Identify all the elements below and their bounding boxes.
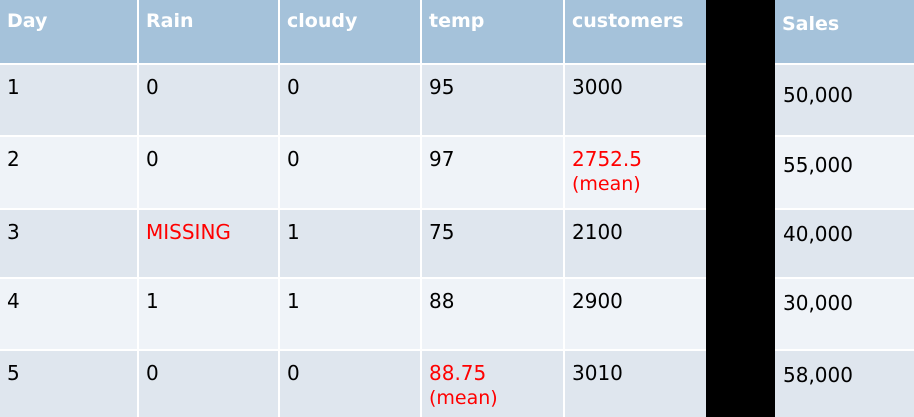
cell-customers: 2900 bbox=[572, 289, 623, 313]
column-divider bbox=[278, 0, 280, 417]
cell-sales: 30,000 bbox=[783, 291, 853, 315]
column-divider bbox=[563, 0, 565, 417]
imputed-note: (mean) bbox=[572, 173, 641, 195]
table-row: 50,000 bbox=[775, 65, 914, 135]
table-row: 40,000 bbox=[775, 210, 914, 277]
imputed-value: 2752.5 bbox=[572, 147, 642, 171]
header-day: Day bbox=[7, 10, 48, 32]
column-divider bbox=[420, 0, 422, 417]
header-temp: temp bbox=[429, 10, 485, 32]
header-customers: customers bbox=[572, 10, 684, 32]
table-row: 4 1 1 88 2900 bbox=[0, 279, 706, 349]
cell-customers: 2100 bbox=[572, 220, 623, 244]
table-row: 2 0 0 97 2752.5 (mean) bbox=[0, 137, 706, 208]
cell-day: 1 bbox=[7, 75, 20, 99]
sales-table: Sales 50,000 55,000 40,000 30,000 58,000 bbox=[775, 0, 914, 417]
cell-temp: 75 bbox=[429, 220, 455, 244]
table-row: 30,000 bbox=[775, 279, 914, 349]
table-row: 5 0 0 88.75 (mean) 3010 bbox=[0, 351, 706, 417]
cell-temp: 97 bbox=[429, 147, 455, 171]
cell-temp: 88 bbox=[429, 289, 455, 313]
cell-cloudy: 0 bbox=[287, 361, 300, 385]
table-row: 1 0 0 95 3000 bbox=[0, 65, 706, 135]
header-cloudy: cloudy bbox=[287, 10, 358, 32]
imputed-value: 88.75 bbox=[429, 361, 487, 385]
table-row: 58,000 bbox=[775, 351, 914, 417]
cell-sales: 58,000 bbox=[783, 363, 853, 387]
table-header-row: Day Rain cloudy temp customers bbox=[0, 0, 706, 63]
cell-rain: 0 bbox=[146, 361, 159, 385]
table-row: 3 MISSING 1 75 2100 bbox=[0, 210, 706, 277]
column-divider bbox=[137, 0, 139, 417]
cell-rain: 0 bbox=[146, 75, 159, 99]
cell-cloudy: 0 bbox=[287, 147, 300, 171]
data-table: Day Rain cloudy temp customers 1 0 0 95 … bbox=[0, 0, 706, 417]
cell-day: 3 bbox=[7, 220, 20, 244]
cell-temp: 95 bbox=[429, 75, 455, 99]
header-sales: Sales bbox=[782, 13, 840, 35]
cell-rain: 1 bbox=[146, 289, 159, 313]
cell-cloudy: 1 bbox=[287, 289, 300, 313]
header-rain: Rain bbox=[146, 10, 194, 32]
table-row: 55,000 bbox=[775, 137, 914, 208]
cell-cloudy: 1 bbox=[287, 220, 300, 244]
cell-temp-imputed: 88.75 (mean) bbox=[422, 351, 563, 417]
cell-cloudy: 0 bbox=[287, 75, 300, 99]
cell-day: 5 bbox=[7, 361, 20, 385]
cell-day: 4 bbox=[7, 289, 20, 313]
cell-day: 2 bbox=[7, 147, 20, 171]
cell-customers: 3010 bbox=[572, 361, 623, 385]
cell-rain-missing: MISSING bbox=[146, 220, 231, 244]
cell-sales: 55,000 bbox=[783, 153, 853, 177]
cell-rain: 0 bbox=[146, 147, 159, 171]
imputed-note: (mean) bbox=[429, 387, 498, 409]
cell-sales: 50,000 bbox=[783, 83, 853, 107]
sales-header-row: Sales bbox=[775, 0, 914, 63]
cell-customers-imputed: 2752.5 (mean) bbox=[565, 137, 706, 208]
cell-sales: 40,000 bbox=[783, 222, 853, 246]
cell-customers: 3000 bbox=[572, 75, 623, 99]
